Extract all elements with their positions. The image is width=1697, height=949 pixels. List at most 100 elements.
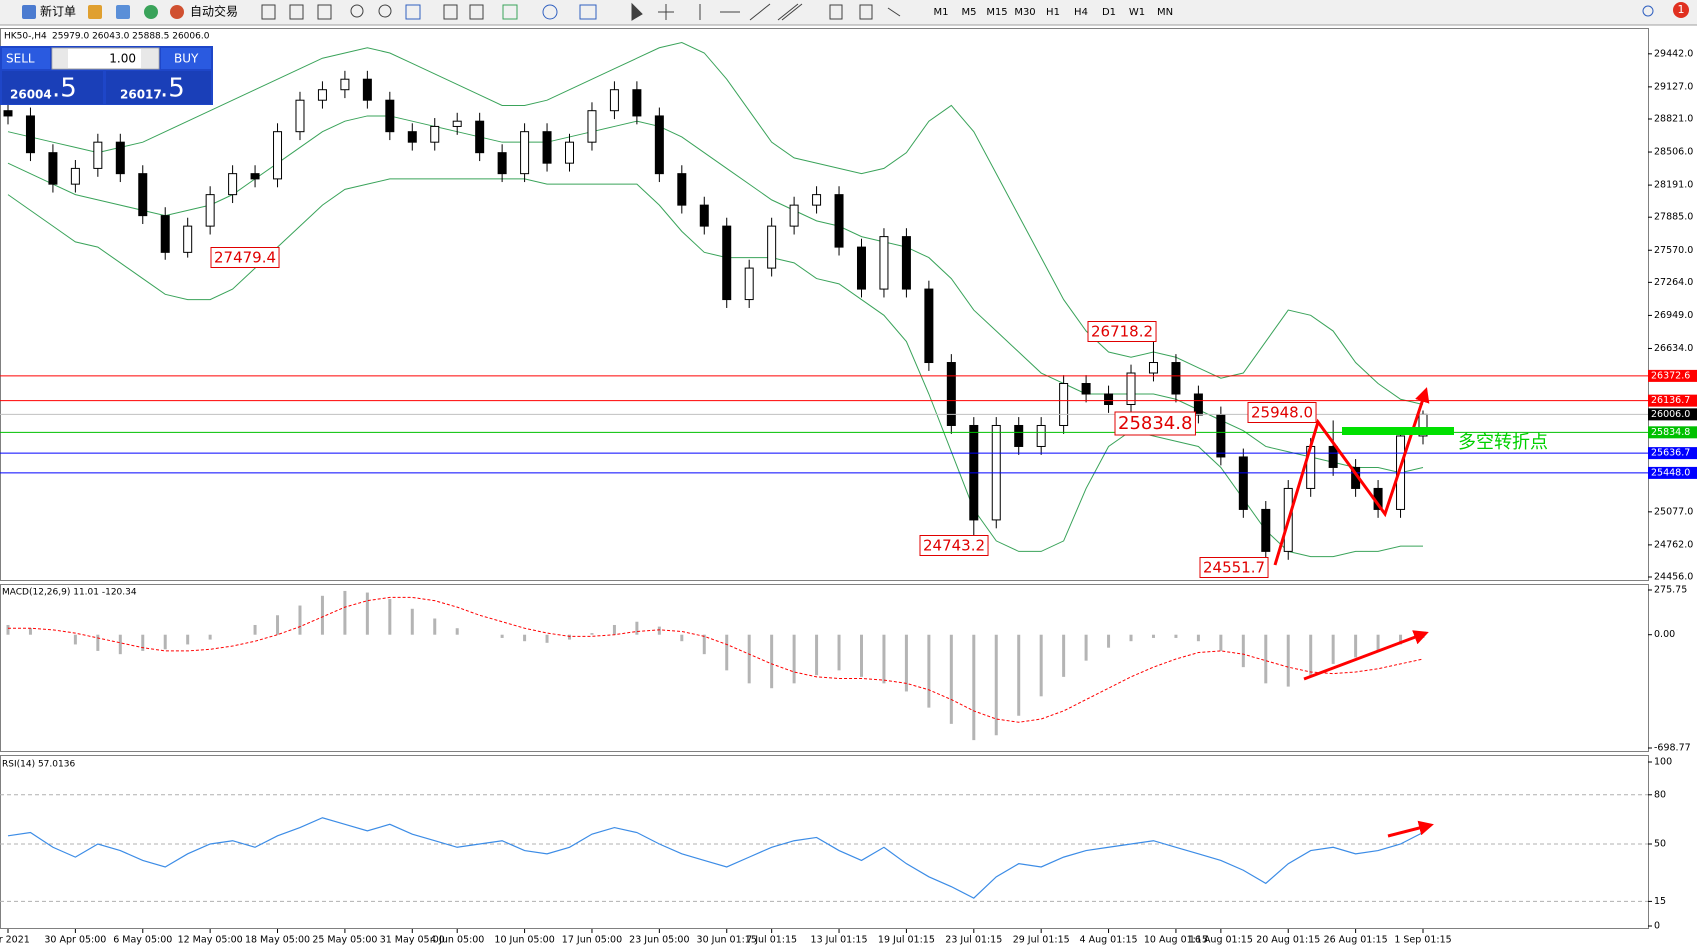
icon[interactable]: [542, 4, 558, 20]
candle-body: [654, 115, 664, 175]
timeframe-button[interactable]: D1: [1102, 7, 1116, 18]
timeframe-button[interactable]: M15: [986, 7, 1007, 18]
icon[interactable]: [469, 4, 484, 20]
icon[interactable]: [658, 4, 674, 20]
icon[interactable]: [579, 4, 597, 20]
symbol: HK50-,H4: [4, 32, 47, 42]
band-line: [7, 115, 1424, 474]
candle-body: [385, 99, 395, 133]
lots-down[interactable]: [53, 49, 68, 68]
timeframe-button[interactable]: H4: [1074, 7, 1088, 18]
bid-main[interactable]: 26004: [10, 88, 52, 102]
notification-badge[interactable]: [1673, 2, 1689, 18]
candle-body: [744, 267, 754, 301]
icon[interactable]: [1642, 5, 1654, 17]
lots-up[interactable]: [141, 49, 158, 68]
icon[interactable]: [378, 4, 392, 18]
candle-body: [856, 246, 866, 290]
candle-body: [497, 152, 507, 175]
icon[interactable]: [289, 4, 304, 20]
annotation: 27479.4: [210, 247, 280, 268]
annotation-label: 26718.2: [1091, 323, 1153, 341]
timeframe-button[interactable]: M1: [934, 7, 949, 18]
timeframe-button[interactable]: M30: [1014, 7, 1035, 18]
annotation-box: [210, 247, 280, 268]
icon[interactable]: [261, 4, 276, 20]
candle-body: [565, 141, 575, 164]
annotation: 24743.2: [919, 535, 989, 556]
candle-body: [1171, 362, 1181, 395]
y-tick-label: 100: [1654, 757, 1672, 768]
candle-body: [632, 89, 642, 117]
candle-body: [542, 131, 552, 164]
icon[interactable]: [144, 5, 158, 19]
x-tick-label: 1 Sep 01:15: [1394, 935, 1451, 946]
notification-count[interactable]: 1: [1678, 3, 1685, 16]
buy-button[interactable]: [161, 48, 211, 69]
timeframe-button[interactable]: H1: [1046, 7, 1060, 18]
x-tick-label: 17 Jun 05:00: [562, 935, 622, 946]
ask-box[interactable]: [106, 71, 211, 104]
x-tick-label: 10 Jun 05:00: [494, 935, 554, 946]
icon[interactable]: [443, 4, 458, 20]
icon[interactable]: [116, 5, 130, 19]
x-tick-label: Apr 2021: [0, 935, 30, 946]
rsi-arrow: [1387, 820, 1434, 838]
x-tick-label: 4 Jun 05:00: [430, 935, 484, 946]
indicator-title: MACD(12,26,9) 11.01 -120.34: [2, 588, 137, 598]
x-tick-label: 25 May 05:00: [312, 935, 377, 946]
band-line: [7, 178, 1423, 558]
y-tick-label: 28506.0: [1654, 147, 1693, 158]
timeframe-button[interactable]: MN: [1157, 7, 1173, 18]
icon[interactable]: [829, 4, 843, 20]
icon[interactable]: [502, 4, 518, 20]
candle-body: [115, 141, 125, 175]
icon[interactable]: [859, 4, 873, 20]
rsi-line: [7, 817, 1424, 899]
panels: [0, 28, 1649, 929]
icon[interactable]: [777, 3, 803, 21]
candle-body: [812, 194, 822, 206]
icon[interactable]: [170, 5, 184, 19]
icon[interactable]: [887, 7, 901, 17]
icon[interactable]: [749, 3, 771, 21]
bid-frac[interactable]: .5: [52, 74, 77, 104]
x-tick-label: 23 Jun 05:00: [629, 935, 689, 946]
icon[interactable]: [405, 4, 421, 20]
candle-body: [362, 78, 372, 101]
price-label-bg: [1648, 466, 1697, 479]
sell-label[interactable]: SELL: [6, 52, 35, 66]
timeframe-button[interactable]: M5: [962, 7, 977, 18]
drawings: [1273, 387, 1454, 838]
lots-input[interactable]: [51, 47, 160, 70]
icon[interactable]: [350, 4, 364, 18]
candle-body: [183, 225, 193, 253]
icon[interactable]: [88, 5, 102, 19]
price-label-bg: [1648, 426, 1697, 439]
y-tick-label: 29127.0: [1654, 81, 1693, 92]
annotation-box: [919, 535, 989, 556]
bid-box[interactable]: [2, 71, 103, 104]
ask-frac[interactable]: .5: [160, 74, 185, 104]
candle-body: [407, 131, 417, 143]
annotation: 24551.7: [1199, 557, 1269, 578]
ask-main[interactable]: 26017: [120, 88, 162, 102]
x-tick-label: 31 May 05:00: [380, 935, 445, 946]
sell-button[interactable]: [2, 48, 50, 69]
price-label: 25448.0: [1651, 467, 1690, 478]
x-tick-label: 30 Apr 05:00: [44, 935, 106, 946]
lots-value[interactable]: 1.00: [109, 52, 136, 66]
icon[interactable]: [631, 2, 643, 21]
candle-body: [452, 120, 462, 127]
timeframe-button[interactable]: W1: [1129, 7, 1145, 18]
y-tick-label: 80: [1654, 789, 1666, 800]
icon[interactable]: [317, 4, 332, 20]
annotation-label: 24551.7: [1203, 559, 1265, 577]
buy-label[interactable]: BUY: [174, 52, 199, 66]
new-order-button[interactable]: 新订单: [40, 4, 76, 19]
auto-trading-button[interactable]: 自动交易: [190, 4, 238, 19]
rsi-frame: [0, 755, 1649, 929]
icon[interactable]: [22, 5, 36, 19]
y-tick-label: 28821.0: [1654, 113, 1693, 124]
